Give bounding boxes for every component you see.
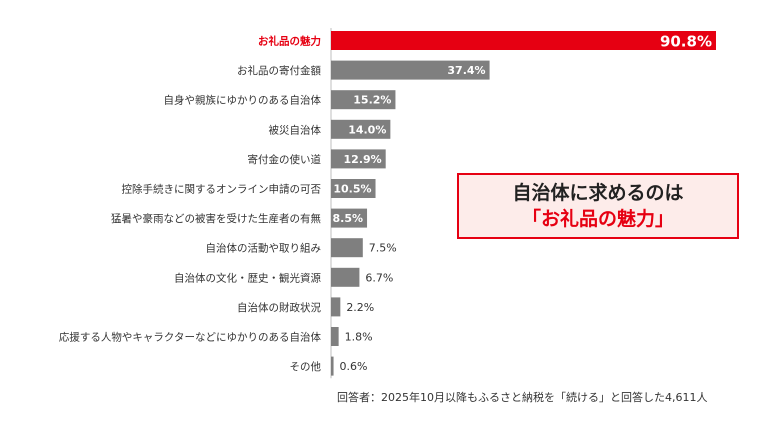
category-label: 被災自治体 bbox=[269, 123, 322, 136]
data-label: 37.4% bbox=[447, 64, 485, 77]
bar bbox=[331, 149, 386, 169]
data-label: 12.9% bbox=[344, 153, 382, 166]
bar bbox=[331, 356, 334, 376]
bar bbox=[331, 297, 341, 317]
data-label: 2.2% bbox=[346, 301, 374, 314]
category-label: 自治体の財政状況 bbox=[237, 301, 321, 314]
bar bbox=[331, 327, 339, 346]
bar bbox=[331, 238, 363, 258]
callout-box: 自治体に求めるのは 「お礼品の魅力」 bbox=[457, 173, 739, 239]
data-label: 10.5% bbox=[333, 183, 371, 196]
category-label: 自治体の文化・歴史・観光資源 bbox=[174, 271, 321, 284]
data-label: 8.5% bbox=[333, 212, 364, 225]
bar bbox=[331, 208, 368, 228]
data-label: 6.7% bbox=[365, 271, 393, 284]
bar bbox=[331, 60, 490, 80]
data-label: 1.8% bbox=[345, 331, 373, 344]
bar bbox=[331, 90, 396, 110]
data-label: 90.8% bbox=[660, 33, 712, 51]
category-label: お礼品の寄付金額 bbox=[237, 64, 321, 77]
category-label: お礼品の魅力 bbox=[258, 35, 321, 48]
category-label: 寄付金の使い道 bbox=[248, 153, 322, 166]
category-label: 自治体の活動や取り組み bbox=[206, 242, 322, 255]
respondent-footnote: 回答者：2025年10月以降もふるさと納税を「続ける」と回答した4,611人 bbox=[337, 391, 708, 404]
category-label: 控除手続きに関するオンライン申請の可否 bbox=[122, 183, 322, 196]
data-label: 15.2% bbox=[353, 94, 391, 107]
category-label: 応援する人物やキャラクターなどにゆかりのある自治体 bbox=[59, 331, 322, 344]
bar bbox=[331, 179, 376, 198]
callout-line1: 自治体に求めるのは bbox=[512, 182, 684, 204]
category-label: 自身や親族にゆかりのある自治体 bbox=[164, 94, 322, 107]
bar bbox=[331, 267, 360, 287]
data-label: 14.0% bbox=[348, 123, 386, 136]
bar-highlight bbox=[331, 31, 716, 50]
category-label: その他 bbox=[290, 360, 322, 373]
category-label: 猛暑や豪雨などの被害を受けた生産者の有無 bbox=[111, 212, 321, 225]
callout-line2: 「お礼品の魅力」 bbox=[521, 208, 674, 230]
bar bbox=[331, 119, 391, 139]
data-label: 7.5% bbox=[369, 242, 397, 255]
data-label: 0.6% bbox=[340, 360, 368, 373]
